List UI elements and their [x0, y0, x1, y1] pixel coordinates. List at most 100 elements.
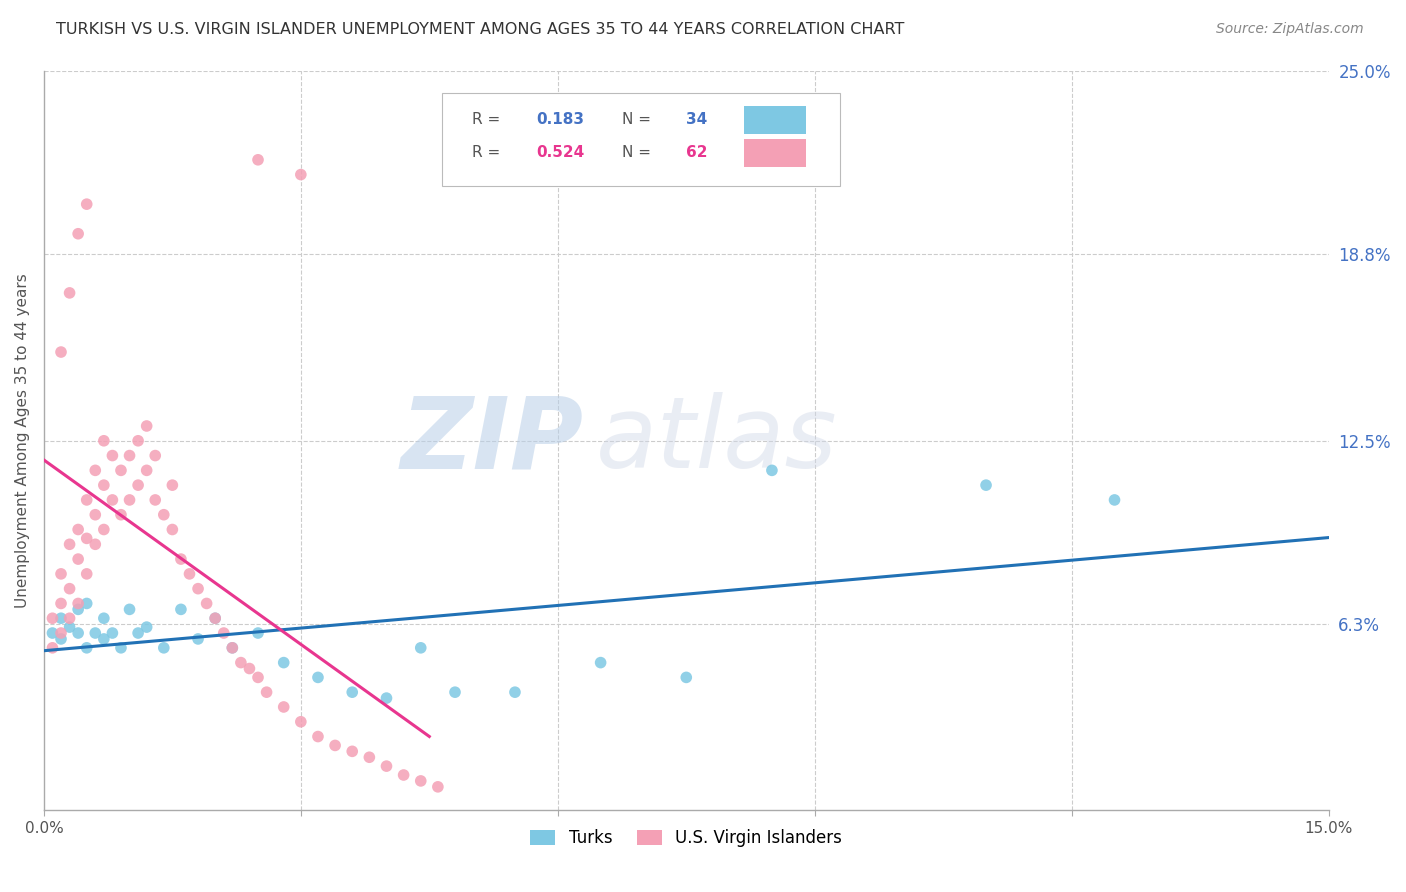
- Point: [110, 508, 132, 522]
- Point: [110, 463, 132, 477]
- Point: [204, 611, 226, 625]
- Point: [67, 523, 90, 537]
- Point: [49, 566, 72, 581]
- Point: [76, 532, 98, 546]
- Point: [229, 656, 252, 670]
- Bar: [744, 106, 806, 134]
- Point: [409, 773, 432, 788]
- Point: [307, 670, 329, 684]
- Text: 0.183: 0.183: [536, 112, 583, 127]
- Point: [162, 478, 184, 492]
- Point: [127, 478, 149, 492]
- Point: [41, 640, 63, 655]
- Point: [49, 597, 72, 611]
- Point: [110, 640, 132, 655]
- Point: [238, 661, 260, 675]
- Point: [307, 730, 329, 744]
- Y-axis label: Unemployment Among Ages 35 to 44 years: Unemployment Among Ages 35 to 44 years: [15, 274, 30, 608]
- Text: 62: 62: [686, 145, 707, 160]
- Point: [93, 632, 115, 646]
- Point: [589, 656, 612, 670]
- Point: [135, 463, 157, 477]
- Point: [135, 620, 157, 634]
- Point: [375, 691, 398, 706]
- Point: [221, 640, 243, 655]
- Point: [84, 626, 107, 640]
- Text: ZIP: ZIP: [401, 392, 583, 490]
- Point: [41, 626, 63, 640]
- Point: [221, 640, 243, 655]
- Point: [247, 670, 270, 684]
- Point: [290, 168, 312, 182]
- Point: [426, 780, 449, 794]
- Point: [204, 611, 226, 625]
- Point: [58, 620, 80, 634]
- Point: [179, 566, 201, 581]
- Point: [76, 597, 98, 611]
- Text: Source: ZipAtlas.com: Source: ZipAtlas.com: [1216, 22, 1364, 37]
- Legend: Turks, U.S. Virgin Islanders: Turks, U.S. Virgin Islanders: [523, 822, 849, 854]
- Point: [187, 582, 209, 596]
- Point: [58, 582, 80, 596]
- Point: [162, 523, 184, 537]
- Point: [101, 492, 124, 507]
- Point: [58, 537, 80, 551]
- Point: [49, 632, 72, 646]
- Text: atlas: atlas: [596, 392, 838, 490]
- Point: [127, 626, 149, 640]
- Point: [101, 449, 124, 463]
- Bar: [744, 139, 806, 167]
- Text: N =: N =: [621, 145, 657, 160]
- Point: [76, 197, 98, 211]
- Point: [118, 492, 141, 507]
- Point: [409, 640, 432, 655]
- Point: [127, 434, 149, 448]
- Point: [118, 602, 141, 616]
- Point: [67, 552, 90, 566]
- Point: [84, 463, 107, 477]
- Point: [41, 611, 63, 625]
- Text: N =: N =: [621, 112, 657, 127]
- Point: [93, 434, 115, 448]
- Point: [118, 449, 141, 463]
- Point: [187, 632, 209, 646]
- Point: [101, 626, 124, 640]
- FancyBboxPatch shape: [441, 94, 841, 186]
- Point: [212, 626, 235, 640]
- Point: [761, 463, 783, 477]
- Point: [392, 768, 415, 782]
- Point: [290, 714, 312, 729]
- Point: [93, 523, 115, 537]
- Point: [342, 685, 364, 699]
- Point: [143, 492, 166, 507]
- Point: [49, 611, 72, 625]
- Point: [93, 611, 115, 625]
- Text: R =: R =: [472, 145, 505, 160]
- Text: 0.524: 0.524: [536, 145, 585, 160]
- Point: [153, 640, 176, 655]
- Point: [67, 626, 90, 640]
- Text: TURKISH VS U.S. VIRGIN ISLANDER UNEMPLOYMENT AMONG AGES 35 TO 44 YEARS CORRELATI: TURKISH VS U.S. VIRGIN ISLANDER UNEMPLOY…: [56, 22, 904, 37]
- Point: [273, 700, 295, 714]
- Point: [256, 685, 278, 699]
- Point: [170, 552, 193, 566]
- Point: [444, 685, 467, 699]
- Point: [84, 537, 107, 551]
- Point: [675, 670, 697, 684]
- Point: [58, 285, 80, 300]
- Point: [359, 750, 381, 764]
- Text: 34: 34: [686, 112, 707, 127]
- Point: [273, 656, 295, 670]
- Point: [170, 602, 193, 616]
- Point: [247, 626, 270, 640]
- Point: [342, 744, 364, 758]
- Point: [76, 640, 98, 655]
- Point: [153, 508, 176, 522]
- Point: [93, 478, 115, 492]
- Point: [67, 602, 90, 616]
- Point: [503, 685, 526, 699]
- Text: R =: R =: [472, 112, 505, 127]
- Point: [1104, 492, 1126, 507]
- Point: [67, 227, 90, 241]
- Point: [67, 597, 90, 611]
